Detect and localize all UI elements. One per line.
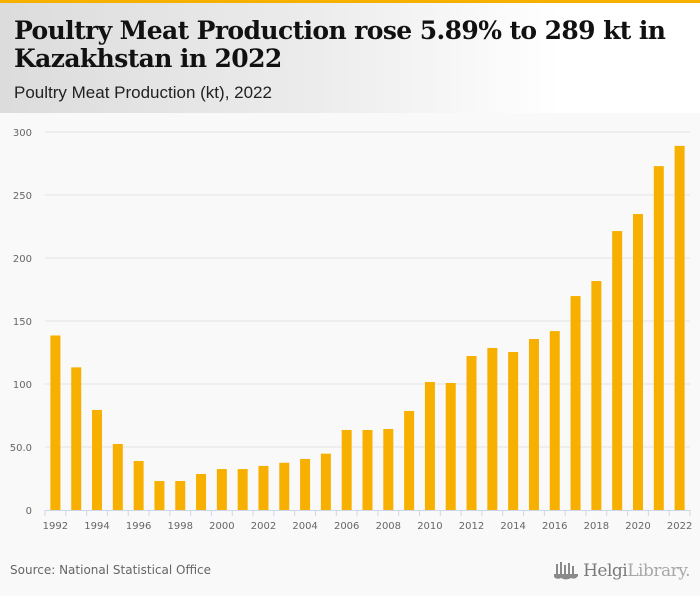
bar-1994[interactable] xyxy=(92,409,103,510)
y-tick-label: 200 xyxy=(13,254,32,265)
bar-chart: 0 50.0 100 150 200 250 300 1992 1994 1996 1998 200… xyxy=(10,128,693,532)
bar-1999[interactable] xyxy=(196,473,207,510)
bar-2020[interactable] xyxy=(632,214,643,510)
y-tick-label: 150 xyxy=(13,317,32,328)
bar-2009[interactable] xyxy=(404,410,415,510)
y-tick-label: 100 xyxy=(13,380,32,391)
bar-2022[interactable] xyxy=(674,145,685,511)
bar-2017[interactable] xyxy=(570,296,581,510)
x-tick-label: 2020 xyxy=(625,521,650,532)
bar-2006[interactable] xyxy=(341,429,352,510)
bar-1995[interactable] xyxy=(112,443,123,510)
helgi-library-logo[interactable]: Helgi Library. xyxy=(553,560,690,582)
x-tick-label: 1992 xyxy=(43,521,68,532)
y-tick-label: 300 xyxy=(13,128,32,139)
logo-text-helgi: Helgi xyxy=(583,561,628,581)
y-tick-label: 0 xyxy=(26,506,32,517)
y-axis-labels: 0 50.0 100 150 200 250 300 xyxy=(10,128,32,517)
x-tick-label: 2008 xyxy=(376,521,401,532)
y-tick-label: 50.0 xyxy=(10,443,32,454)
chart-subtitle: Poultry Meat Production (kt), 2022 xyxy=(14,83,272,102)
chart-title: Poultry Meat Production rose 5.89% to 28… xyxy=(14,16,666,73)
bar-2013[interactable] xyxy=(487,347,498,510)
x-tick-label: 2000 xyxy=(209,521,234,532)
bar-2003[interactable] xyxy=(279,462,290,510)
bars xyxy=(50,145,685,511)
bar-1998[interactable] xyxy=(175,481,186,510)
x-axis: 1992 1994 1996 1998 2000 2002 2004 2006 2008 2010… xyxy=(43,510,692,532)
bar-2010[interactable] xyxy=(424,381,435,510)
bar-1997[interactable] xyxy=(154,481,165,510)
accent-bar xyxy=(0,0,700,3)
bar-1993[interactable] xyxy=(71,367,82,510)
bar-2008[interactable] xyxy=(383,428,394,510)
bar-2000[interactable] xyxy=(216,469,227,510)
logo-text-library: Library. xyxy=(627,561,690,581)
x-tick-label: 2004 xyxy=(292,521,317,532)
bar-2004[interactable] xyxy=(300,458,311,510)
bar-2019[interactable] xyxy=(612,231,623,510)
bar-2016[interactable] xyxy=(549,331,560,510)
bar-2021[interactable] xyxy=(653,166,664,510)
bar-2014[interactable] xyxy=(508,351,519,510)
bar-2002[interactable] xyxy=(258,465,269,510)
bar-2018[interactable] xyxy=(591,281,602,510)
x-tick-label: 2018 xyxy=(584,521,609,532)
bar-1996[interactable] xyxy=(133,460,144,510)
chart-header: Poultry Meat Production rose 5.89% to 28… xyxy=(0,3,700,113)
gridlines xyxy=(45,131,690,448)
x-tick-label: 2014 xyxy=(500,521,525,532)
x-tick-label: 1996 xyxy=(126,521,151,532)
bar-2012[interactable] xyxy=(466,356,477,510)
x-tick-label: 2002 xyxy=(251,521,276,532)
x-tick-label: 1994 xyxy=(84,521,109,532)
bar-1992[interactable] xyxy=(50,335,61,510)
bar-2011[interactable] xyxy=(445,382,456,510)
x-tick-label: 2010 xyxy=(417,521,442,532)
bar-2001[interactable] xyxy=(237,469,248,510)
bar-2005[interactable] xyxy=(320,453,331,510)
y-tick-label: 250 xyxy=(13,191,32,202)
bar-2015[interactable] xyxy=(528,339,539,510)
bar-2007[interactable] xyxy=(362,429,373,510)
source-note: Source: National Statistical Office xyxy=(10,563,212,577)
x-tick-label: 1998 xyxy=(168,521,193,532)
x-tick-label: 2012 xyxy=(459,521,484,532)
x-tick-label: 2016 xyxy=(542,521,567,532)
x-tick-label: 2006 xyxy=(334,521,359,532)
x-tick-label: 2022 xyxy=(667,521,692,532)
library-building-icon xyxy=(554,562,579,580)
